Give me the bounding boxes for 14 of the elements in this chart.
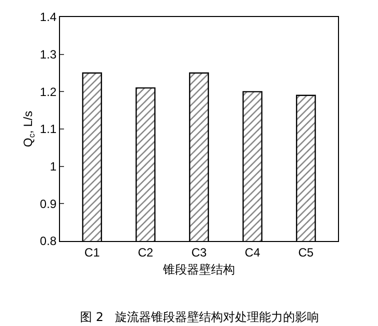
- y-tick-label: 1.2: [40, 84, 57, 99]
- y-tick-label: 1.4: [40, 10, 57, 24]
- y-tick-label: 0.9: [40, 196, 57, 211]
- text: 图 2 旋流器锥段器壁结构对处理能力的影响: [80, 310, 319, 324]
- x-tick-label: C5: [298, 245, 314, 260]
- x-tick-label: C3: [191, 245, 207, 260]
- y-tick-label: 1.3: [40, 48, 57, 62]
- x-tick-label: C2: [138, 245, 154, 260]
- x-axis-title: 锥段器壁结构: [162, 262, 235, 276]
- y-tick-label: 1.1: [40, 122, 57, 136]
- y-tick-label: 1: [50, 160, 57, 174]
- x-tick-label: C4: [244, 245, 260, 260]
- x-tick-label: C1: [84, 245, 100, 260]
- y-tick-label: 0.8: [40, 234, 57, 248]
